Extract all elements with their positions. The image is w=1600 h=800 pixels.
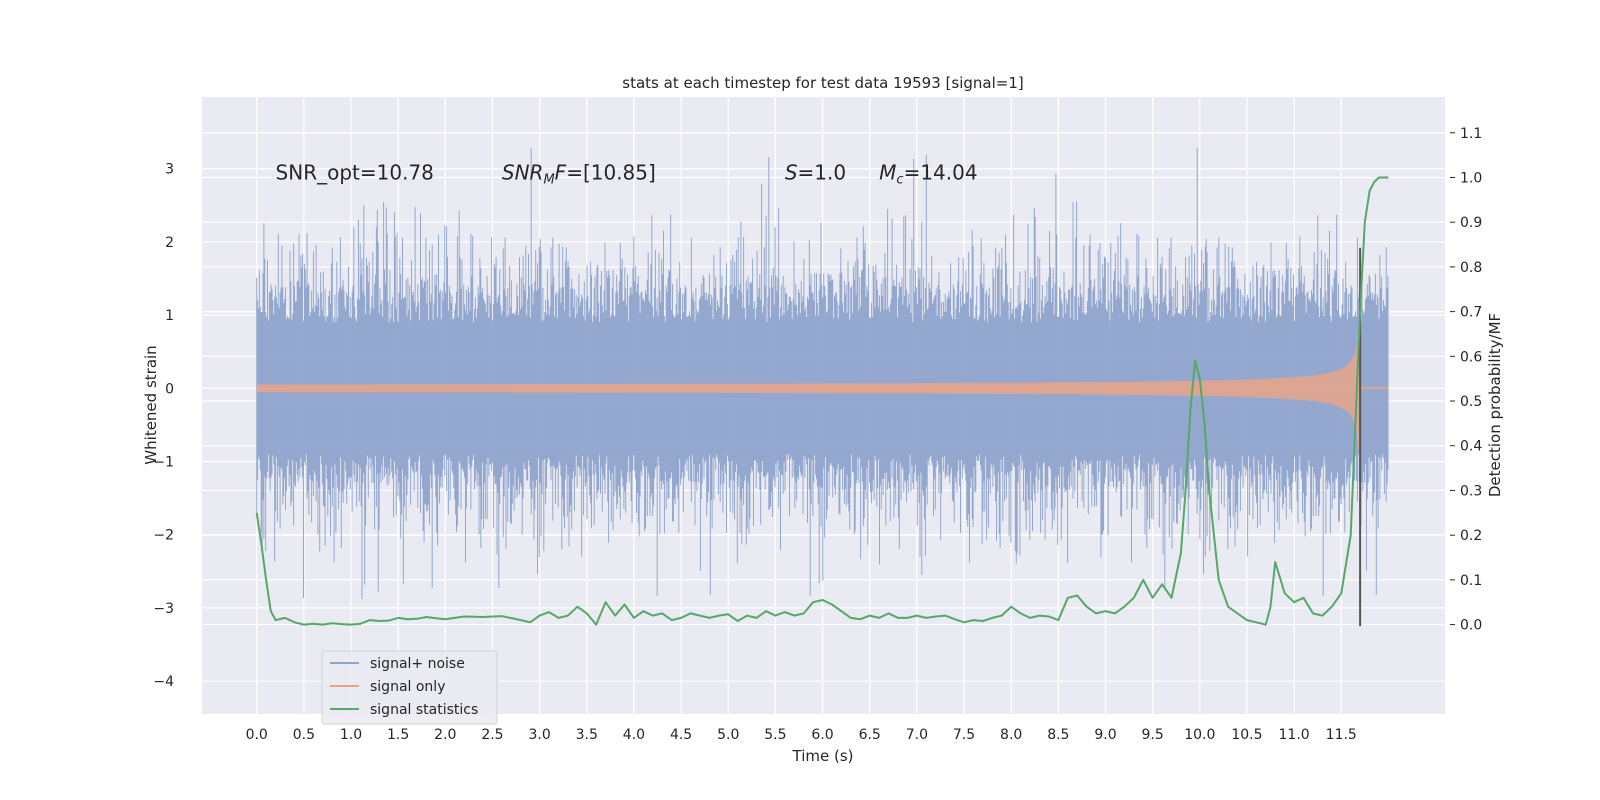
x-tick-label-6: 3.0 (528, 727, 550, 743)
x-tick-label-11: 5.5 (764, 727, 786, 743)
annotation-mc: Mc=14.04 (879, 161, 977, 188)
y-right-tick-label-1: 0.1 (1460, 573, 1482, 589)
x-tick-label-0: 0.0 (246, 727, 268, 743)
y-right-tick-label-2: 0.2 (1460, 528, 1482, 544)
annotation-snr_mf: SNRMF=[10.85] (502, 161, 656, 188)
legend-box (321, 650, 498, 725)
x-tick-label-14: 7.0 (906, 727, 928, 743)
x-tick-label-7: 3.5 (576, 727, 598, 743)
x-tick-label-1: 0.5 (293, 727, 315, 743)
x-tick-label-8: 4.0 (623, 727, 645, 743)
y-right-tick-label-6: 0.6 (1460, 349, 1482, 365)
x-tick-label-22: 11.0 (1279, 727, 1310, 743)
y-right-axis-label: Detection probability/MF (1486, 313, 1504, 497)
y-axis-label: Whitened strain (142, 345, 160, 464)
x-tick-label-5: 2.5 (481, 727, 503, 743)
stats-line (255, 176, 1389, 626)
y-right-tick-label-4: 0.4 (1460, 439, 1482, 455)
y-right-tick-label-9: 0.9 (1460, 215, 1482, 231)
x-tick-label-3: 1.5 (387, 727, 409, 743)
x-tick-label-19: 9.5 (1142, 727, 1164, 743)
chart-title: stats at each timestep for test data 195… (622, 74, 1023, 92)
x-tick-label-16: 8.0 (1000, 727, 1022, 743)
y-tick-label-4: 0 (165, 381, 174, 397)
y-right-tick-label-3: 0.3 (1460, 483, 1482, 499)
y-tick-label-5: 1 (165, 308, 174, 324)
x-tick-label-23: 11.5 (1326, 727, 1357, 743)
x-tick-label-4: 2.0 (434, 727, 456, 743)
legend-label-signal-statistics: signal statistics (370, 702, 478, 718)
series-signal-statistics (255, 176, 1389, 626)
legend: signal+ noise signal only signal statist… (321, 650, 498, 725)
annotation-snr_opt: SNR_opt=10.78 (276, 161, 434, 185)
x-tick-label-9: 4.5 (670, 727, 692, 743)
x-tick-label-20: 10.0 (1184, 727, 1215, 743)
legend-label-signal-only: signal only (370, 679, 445, 695)
x-tick-label-21: 10.5 (1231, 727, 1262, 743)
y-right-tick-label-11: 1.1 (1460, 126, 1482, 142)
y-right-tick-label-10: 1.0 (1460, 170, 1482, 186)
x-tick-label-17: 8.5 (1047, 727, 1069, 743)
series-signal-only (256, 241, 1389, 535)
y-right-tick-label-8: 0.8 (1460, 260, 1482, 276)
x-tick-label-12: 6.0 (811, 727, 833, 743)
y-tick-label-0: −4 (153, 674, 174, 690)
x-tick-label-15: 7.5 (953, 727, 975, 743)
tick-labels: 0.0 0.5 1.0 1.5 2.0 2.5 3.0 3.5 4.0 4.5 5.0 5.5 6.0 6… (153, 126, 1482, 743)
annotation-s: S=1.0 (785, 161, 846, 185)
x-axis-label: Time (s) (792, 747, 854, 765)
y-tick-label-7: 3 (165, 162, 174, 178)
y-right-tick-label-5: 0.5 (1460, 394, 1482, 410)
y-right-tick-label-7: 0.7 (1460, 305, 1482, 321)
annotations: SNR_opt=10.78 SNRMF=[10.85] S=1.0 Mc=14.04 (276, 161, 978, 188)
y-tick-label-3: −1 (153, 454, 174, 470)
y-tick-label-6: 2 (165, 235, 174, 251)
x-tick-label-2: 1.0 (340, 727, 362, 743)
legend-label-signal-noise: signal+ noise (370, 656, 465, 672)
x-tick-label-13: 6.5 (859, 727, 881, 743)
x-tick-label-18: 9.0 (1094, 727, 1116, 743)
y-right-tick-label-0: 0.0 (1460, 618, 1482, 634)
y-tick-label-2: −2 (153, 528, 174, 544)
y-tick-label-1: −3 (153, 601, 174, 617)
x-tick-label-10: 5.0 (717, 727, 739, 743)
